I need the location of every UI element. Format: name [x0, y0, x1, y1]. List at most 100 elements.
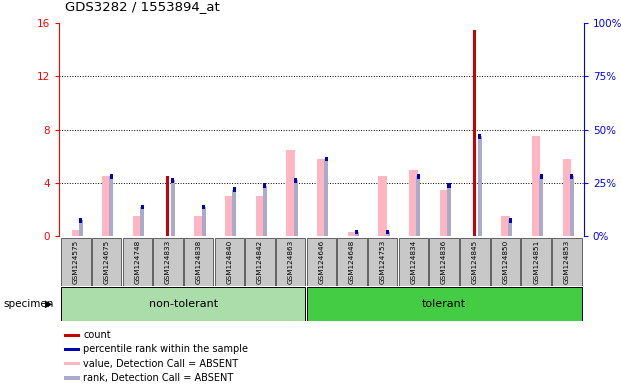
Bar [122, 238, 152, 286]
Bar [417, 174, 420, 179]
Bar [184, 238, 214, 286]
Text: GSM124863: GSM124863 [288, 240, 294, 284]
Text: GSM124648: GSM124648 [349, 240, 355, 284]
Bar [386, 230, 389, 235]
Bar [225, 196, 233, 236]
Text: GSM124834: GSM124834 [410, 240, 417, 284]
Bar [570, 176, 574, 236]
Bar [448, 183, 451, 188]
Text: GSM124575: GSM124575 [73, 240, 79, 284]
Bar [64, 362, 80, 366]
Bar [368, 238, 397, 286]
Bar [102, 176, 111, 236]
Bar [447, 185, 451, 236]
Bar [473, 30, 476, 236]
Bar [307, 238, 336, 286]
Text: non-tolerant: non-tolerant [148, 299, 218, 309]
Bar [92, 238, 121, 286]
Bar [263, 183, 266, 188]
Text: GSM124842: GSM124842 [257, 240, 263, 284]
Bar [109, 176, 114, 236]
Bar [232, 190, 236, 236]
Bar [153, 238, 183, 286]
Bar [491, 238, 520, 286]
Text: rank, Detection Call = ABSENT: rank, Detection Call = ABSENT [83, 373, 233, 383]
Bar [570, 174, 573, 179]
Bar [399, 238, 428, 286]
Text: GSM124748: GSM124748 [134, 240, 140, 284]
Bar [416, 176, 420, 236]
Bar [140, 205, 143, 209]
Text: GSM124850: GSM124850 [502, 240, 509, 284]
Bar [522, 238, 551, 286]
Text: GSM124836: GSM124836 [441, 240, 447, 284]
Bar [61, 287, 306, 321]
Bar [64, 376, 80, 380]
Bar [348, 232, 356, 236]
Bar [79, 218, 83, 222]
Bar [202, 207, 206, 236]
Text: GSM124840: GSM124840 [226, 240, 232, 284]
Bar [429, 238, 459, 286]
Bar [171, 178, 175, 182]
Bar [552, 238, 582, 286]
Bar [509, 218, 512, 222]
Bar [460, 238, 489, 286]
Bar [171, 180, 175, 236]
Bar [215, 238, 244, 286]
Text: percentile rank within the sample: percentile rank within the sample [83, 344, 248, 354]
Bar [245, 238, 274, 286]
Bar [294, 180, 297, 236]
Bar [64, 334, 80, 337]
Text: value, Detection Call = ABSENT: value, Detection Call = ABSENT [83, 359, 238, 369]
Text: GSM124845: GSM124845 [472, 240, 478, 284]
Bar [563, 159, 571, 236]
Bar [202, 205, 205, 209]
Bar [337, 238, 367, 286]
Bar [110, 174, 113, 179]
Text: GSM124853: GSM124853 [564, 240, 570, 284]
Bar [386, 232, 389, 236]
Text: GSM124646: GSM124646 [319, 240, 324, 284]
Bar [324, 159, 329, 236]
Bar [440, 190, 448, 236]
Bar [61, 238, 91, 286]
Bar [256, 196, 265, 236]
Text: ▶: ▶ [45, 299, 53, 309]
Text: count: count [83, 330, 111, 340]
Bar [133, 216, 142, 236]
Bar [355, 232, 359, 236]
Bar [532, 136, 540, 236]
Bar [409, 170, 418, 236]
Bar [233, 187, 236, 192]
Bar [294, 178, 297, 182]
Text: GDS3282 / 1553894_at: GDS3282 / 1553894_at [65, 0, 220, 13]
Bar [79, 220, 83, 236]
Bar [317, 159, 325, 236]
Bar [64, 348, 80, 351]
Bar [166, 176, 170, 236]
Bar [478, 134, 481, 139]
Text: GSM124675: GSM124675 [104, 240, 109, 284]
Bar [263, 185, 267, 236]
Text: GSM124753: GSM124753 [379, 240, 386, 284]
Bar [539, 176, 543, 236]
Bar [478, 136, 482, 236]
Text: GSM124838: GSM124838 [196, 240, 202, 284]
Bar [355, 230, 358, 235]
Bar [540, 174, 543, 179]
Bar [276, 238, 306, 286]
Text: GSM124833: GSM124833 [165, 240, 171, 284]
Bar [325, 157, 328, 161]
Bar [307, 287, 582, 321]
Text: tolerant: tolerant [422, 299, 466, 309]
Bar [509, 220, 512, 236]
Bar [194, 216, 203, 236]
Text: specimen: specimen [3, 299, 53, 309]
Bar [501, 216, 510, 236]
Bar [286, 150, 295, 236]
Text: GSM124851: GSM124851 [533, 240, 539, 284]
Bar [71, 230, 80, 236]
Bar [140, 207, 144, 236]
Bar [378, 176, 387, 236]
